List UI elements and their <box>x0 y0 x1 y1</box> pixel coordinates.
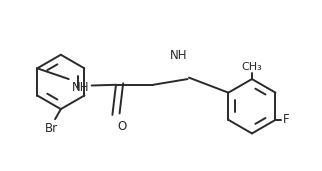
Text: CH₃: CH₃ <box>242 62 262 72</box>
Text: NH: NH <box>170 49 188 62</box>
Text: O: O <box>118 120 127 133</box>
Text: F: F <box>283 113 289 126</box>
Text: Br: Br <box>45 122 58 135</box>
Text: NH: NH <box>71 81 89 94</box>
